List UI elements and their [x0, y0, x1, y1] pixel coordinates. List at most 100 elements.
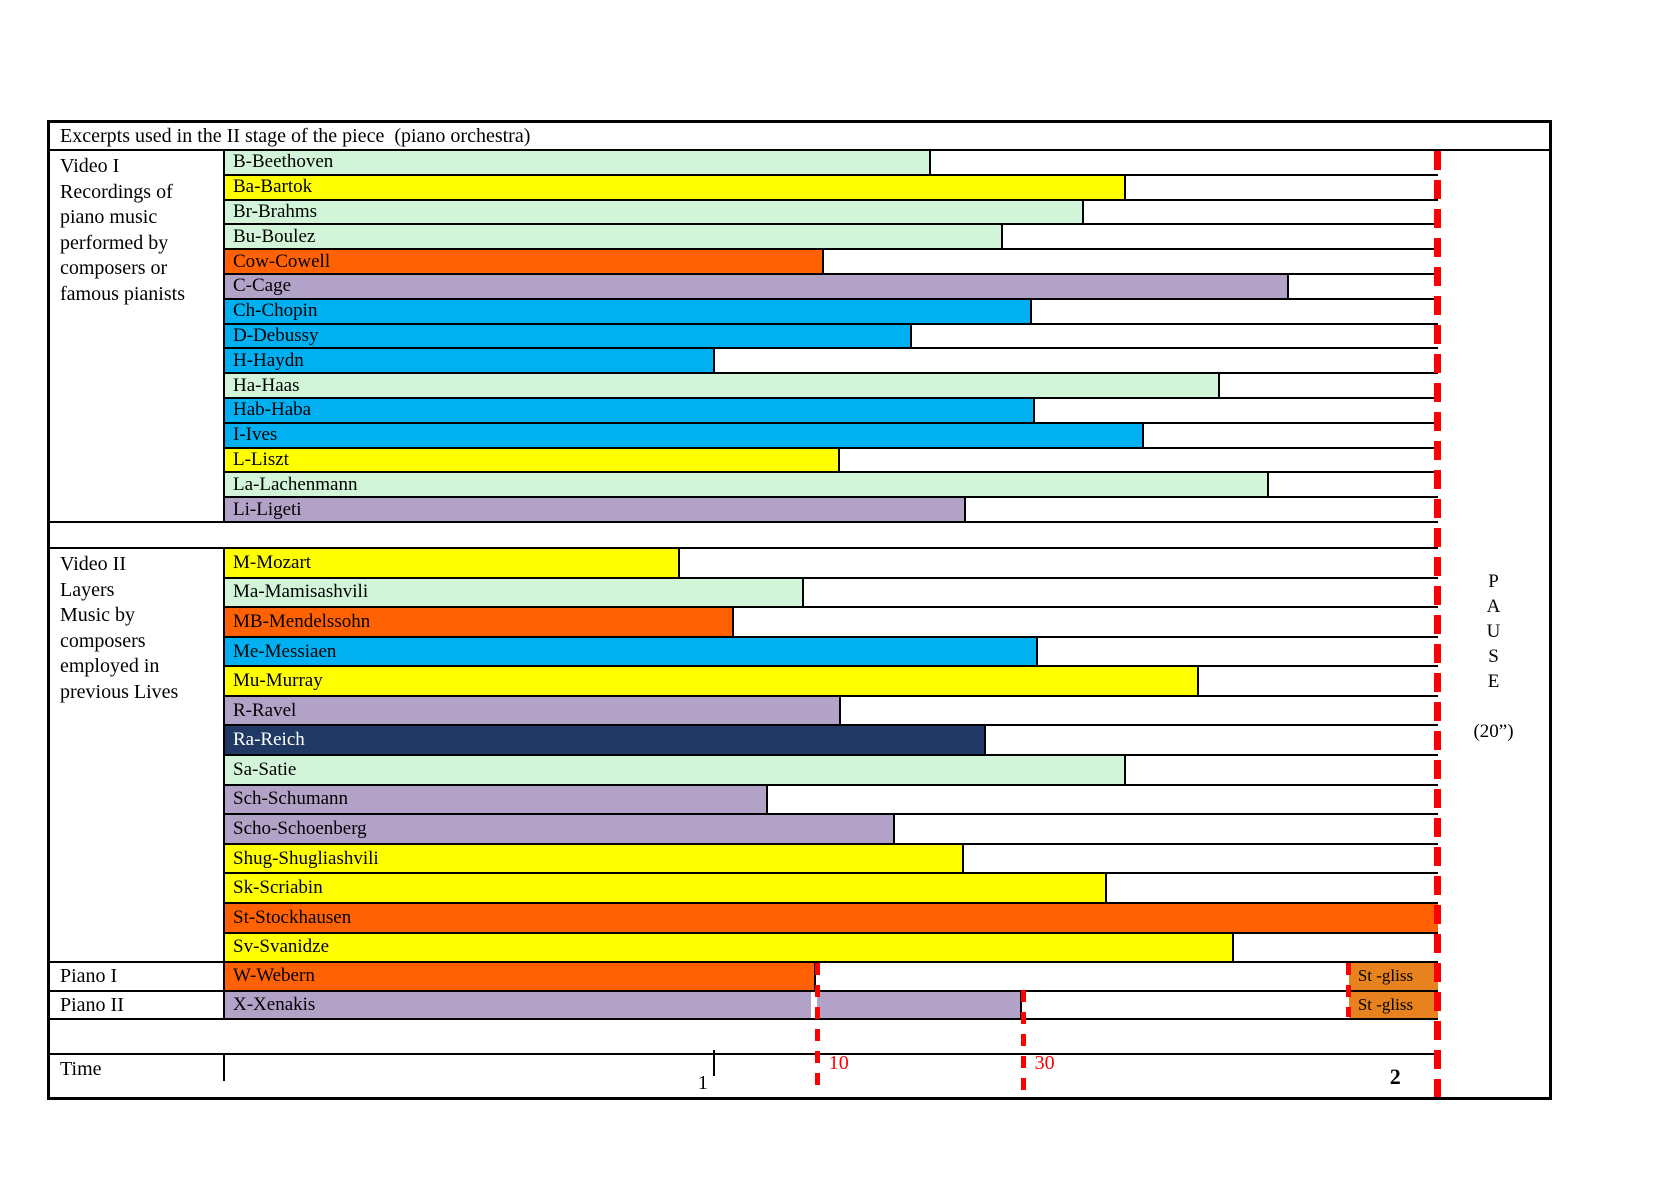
excerpt-row: M-Mozart	[225, 549, 1438, 579]
excerpt-bar-sch-schumann: Sch-Schumann	[225, 785, 769, 814]
piano1-label: Piano I	[50, 963, 225, 990]
pause-letter: P	[1488, 571, 1499, 592]
excerpt-row: Br-Brahms	[225, 200, 1438, 226]
time-track	[225, 1055, 1438, 1081]
excerpt-bar-x-xenakis: X-Xenakis	[225, 991, 1022, 1018]
excerpt-bar-h-haydn: H-Haydn	[225, 349, 716, 373]
excerpt-row: R-Ravel	[225, 696, 1438, 727]
excerpt-row: MB-Mendelssohn	[225, 608, 1438, 638]
excerpt-row: D-Debussy	[225, 324, 1438, 350]
excerpt-bar-br-brahms: Br-Brahms	[225, 200, 1084, 224]
excerpt-bar-mu-murray: Mu-Murray	[225, 667, 1200, 695]
timeline-area: Video I Recordings of piano music performed…	[50, 151, 1438, 1081]
excerpt-row: Hab-Haba	[225, 398, 1438, 424]
time-row: Time	[50, 1053, 1438, 1081]
pause-letter: U	[1486, 621, 1501, 642]
excerpt-bar-sa-satie: Sa-Satie	[225, 756, 1127, 784]
excerpt-bar-la-lachenmann: La-Lachenmann	[225, 473, 1270, 497]
excerpt-row: Ha-Haas	[225, 374, 1438, 399]
excerpt-bar-li-ligeti: Li-Ligeti	[225, 498, 967, 521]
pause-letter: E	[1487, 671, 1500, 692]
excerpt-row: Mu-Murray	[225, 667, 1438, 697]
section-video1: Video I Recordings of piano music performed…	[50, 151, 1438, 523]
excerpt-row: B-Beethoven	[225, 151, 1438, 176]
excerpt-row: Ch-Chopin	[225, 299, 1438, 325]
section-rows-video1: B-Beethoven Ba-Bartok Br-Brahms Bu-Boulez Co…	[225, 151, 1438, 521]
excerpt-bar-bu-boulez: Bu-Boulez	[225, 225, 1003, 249]
section-label-line: employed in	[60, 655, 160, 677]
excerpt-row: L-Liszt	[225, 448, 1438, 474]
section-label-line: performed by	[60, 231, 169, 254]
excerpt-bar-scho-schoenberg: Scho-Schoenberg	[225, 815, 895, 843]
gliss-cell: St -gliss	[1348, 963, 1438, 990]
excerpt-row: H-Haydn	[225, 349, 1438, 375]
excerpt-row: Sa-Satie	[225, 756, 1438, 786]
excerpt-row: Cow-Cowell	[225, 250, 1438, 275]
excerpt-row: Ra-Reich	[225, 726, 1438, 757]
table-title: Excerpts used in the II stage of the pie…	[50, 123, 1549, 151]
section-label-line: Recordings of	[60, 180, 173, 203]
piano1-row: W-Webern St -gliss	[225, 963, 1438, 990]
excerpt-row: Me-Messiaen	[225, 637, 1438, 668]
excerpt-bar-r-ravel: R-Ravel	[225, 696, 842, 725]
excerpt-bar-cow-cowell: Cow-Cowell	[225, 250, 825, 273]
excerpt-row: Ba-Bartok	[225, 175, 1438, 201]
gliss-cell: St -gliss	[1348, 991, 1438, 1018]
excerpt-bar-me-messiaen: Me-Messiaen	[225, 637, 1038, 666]
section-label-line: Video I	[60, 155, 120, 177]
excerpt-bar-shug-shugliashvili: Shug-Shugliashvili	[225, 844, 964, 873]
section-label-video1: Video I Recordings of piano music performed…	[50, 151, 225, 521]
excerpt-row: St-Stockhausen	[225, 903, 1438, 934]
section-rows-video2: M-Mozart Ma-Mamisashvili MB-Mendelssohn Me-…	[225, 549, 1438, 962]
excerpt-bar-b-beethoven: B-Beethoven	[225, 151, 931, 174]
excerpt-bar-w-webern: W-Webern	[225, 963, 816, 990]
piano-excerpt-row: W-Webern St -gliss	[225, 963, 1438, 990]
section-label-video2: Video II Layers Music by composers employed…	[50, 549, 225, 961]
excerpt-row: Ma-Mamisashvili	[225, 578, 1438, 609]
pause-letter: A	[1486, 596, 1501, 617]
section-label-line: previous Lives	[60, 680, 179, 703]
section-label-line: composers or	[60, 257, 168, 279]
piano2-label: Piano II	[50, 991, 225, 1018]
excerpt-bar-sk-scriabin: Sk-Scriabin	[225, 874, 1107, 902]
gap-row-2	[50, 1020, 1438, 1053]
excerpt-bar-i-ives: I-Ives	[225, 423, 1145, 447]
excerpt-bar-d-debussy: D-Debussy	[225, 324, 912, 348]
excerpt-bar-ma-mamisashvili: Ma-Mamisashvili	[225, 578, 804, 607]
section-video2: Video II Layers Music by composers employed…	[50, 549, 1438, 963]
excerpt-bar-ba-bartok: Ba-Bartok	[225, 175, 1127, 199]
section-label-line: famous pianists	[60, 282, 185, 305]
section-piano1: Piano I W-Webern St -gliss	[50, 963, 1438, 992]
excerpt-bar-ha-haas: Ha-Haas	[225, 374, 1220, 397]
piano2-row: X-Xenakis St -gliss	[225, 991, 1438, 1018]
excerpt-row: Sch-Schumann	[225, 785, 1438, 816]
table-body: Video I Recordings of piano music performed…	[50, 151, 1549, 1081]
excerpt-row: I-Ives	[225, 423, 1438, 449]
section-label-line: Video II	[60, 553, 126, 575]
excerpt-bar-st-stockhausen: St-Stockhausen	[225, 903, 1438, 932]
piano-excerpt-row: X-Xenakis St -gliss	[225, 991, 1438, 1018]
pause-duration: (20”)	[1473, 721, 1514, 742]
excerpt-bar-ra-reich: Ra-Reich	[225, 726, 986, 755]
excerpt-bar-hab-haba: Hab-Haba	[225, 398, 1036, 422]
excerpt-bar-m-mozart: M-Mozart	[225, 549, 680, 577]
section-label-line: Layers	[60, 578, 115, 601]
excerpt-row: C-Cage	[225, 274, 1438, 300]
bar-segment-divider	[810, 991, 817, 1018]
section-piano2: Piano II X-Xenakis St -gliss	[50, 991, 1438, 1020]
excerpt-row: Sk-Scriabin	[225, 874, 1438, 904]
time-label: Time	[50, 1055, 225, 1081]
section-label-line: piano music	[60, 206, 158, 228]
excerpt-row: La-Lachenmann	[225, 473, 1438, 499]
excerpt-row: Sv-Svanidze	[225, 933, 1438, 962]
excerpt-bar-sv-svanidze: Sv-Svanidze	[225, 933, 1235, 962]
excerpt-bar-l-liszt: L-Liszt	[225, 448, 840, 472]
pause-letter: S	[1488, 646, 1499, 667]
excerpt-row: Bu-Boulez	[225, 225, 1438, 251]
excerpt-row: Li-Ligeti	[225, 498, 1438, 521]
excerpts-table: Excerpts used in the II stage of the pie…	[47, 120, 1552, 1100]
gap-row-1	[50, 523, 1438, 549]
